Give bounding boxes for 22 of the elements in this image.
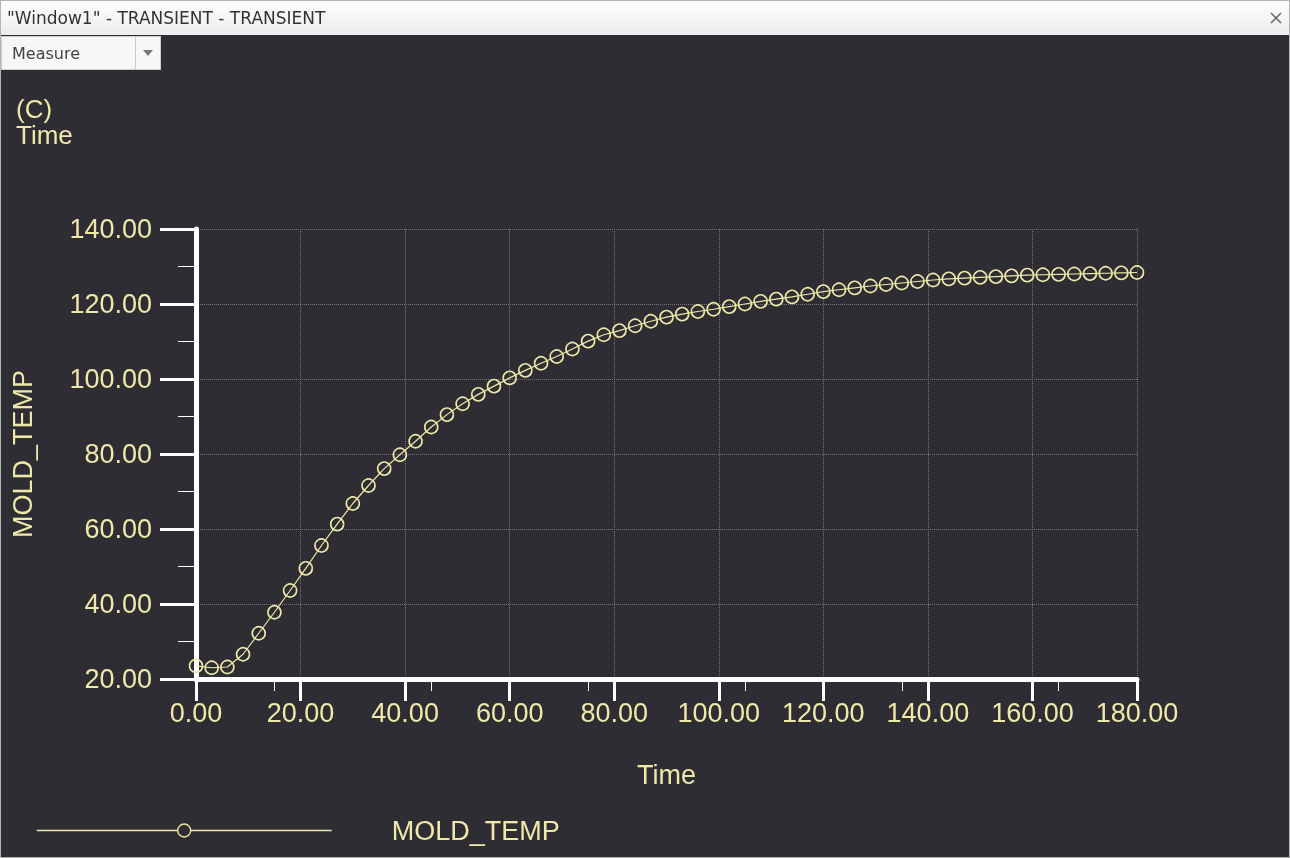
y-tick-label: 80.00: [84, 439, 152, 469]
y-tick-label: 40.00: [84, 589, 152, 619]
x-tick-label: 0.00: [169, 697, 223, 728]
text: MOLD_TEMP: [391, 815, 560, 846]
x-tick-label: 20.00: [266, 697, 335, 728]
x-tick-label: 160.00: [991, 697, 1074, 728]
y-tick-label: 60.00: [84, 514, 152, 544]
x-tick-label: 80.00: [580, 697, 649, 728]
x-tick-label: 120.00: [782, 697, 865, 728]
x-tick-label: 180.00: [1095, 697, 1179, 728]
x-tick-label: 60.00: [475, 697, 544, 728]
y-tick-label: 100.00: [69, 364, 152, 394]
x-tick-label: 40.00: [371, 697, 439, 728]
x-axis-title: Time: [637, 759, 696, 790]
y-axis-title: MOLD_TEMP: [7, 369, 38, 539]
y-tick-label: 20.00: [84, 664, 152, 694]
chart-title: "Window1" - TRANSIENT - TRANSIENT: [7, 8, 326, 28]
dropdown-field: Measure: [1, 36, 161, 70]
y-tick-label: 140.00: [69, 214, 152, 244]
y-tick-label: 120.00: [69, 289, 152, 319]
x-tick-label: 140.00: [886, 697, 970, 728]
x-tick-label: 100.00: [677, 697, 761, 728]
